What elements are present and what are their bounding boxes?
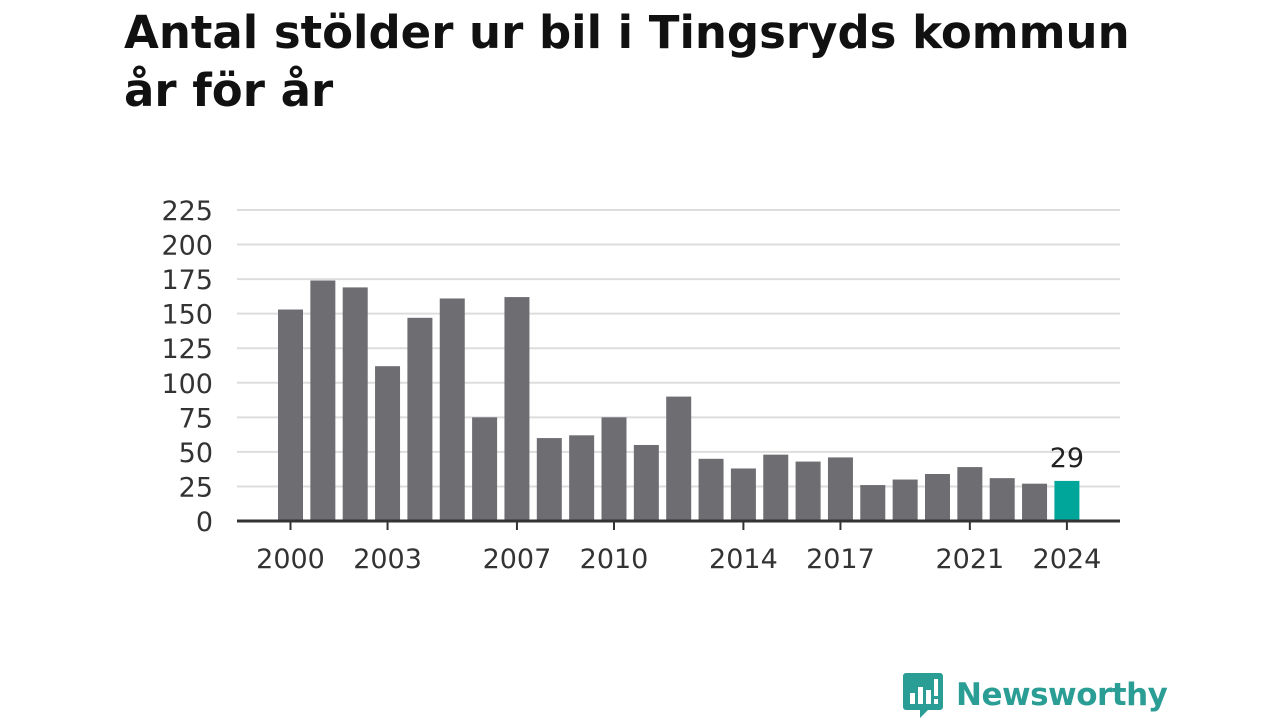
bar [860, 485, 886, 521]
bar [827, 457, 853, 521]
bar [569, 435, 595, 521]
bar [989, 478, 1015, 521]
bar [439, 298, 465, 521]
x-tick-label: 2014 [709, 544, 778, 575]
bar [278, 309, 303, 521]
bar [342, 287, 368, 521]
bar [925, 474, 950, 521]
data-label: 29 [1050, 443, 1084, 474]
bar [472, 417, 498, 521]
bar [698, 458, 724, 521]
bar [310, 280, 336, 521]
y-tick-label: 225 [161, 196, 213, 227]
bar [1022, 483, 1048, 521]
bar [375, 366, 401, 521]
chart-title-line-2: år för år [124, 64, 334, 117]
bar [536, 438, 562, 521]
brand-name: Newsworthy [956, 677, 1168, 713]
bar [1054, 480, 1080, 521]
x-tick-label: 2017 [806, 544, 875, 575]
y-tick-label: 200 [161, 231, 213, 262]
y-tick-label: 100 [161, 369, 213, 400]
x-tick-label: 2003 [353, 544, 422, 575]
y-tick-label: 50 [179, 438, 213, 469]
y-tick-label: 150 [161, 300, 213, 331]
y-tick-label: 0 [196, 507, 213, 538]
y-tick-label: 75 [179, 403, 213, 434]
y-tick-label: 125 [161, 334, 213, 365]
bar [504, 297, 530, 521]
x-tick-label: 2024 [1033, 544, 1102, 575]
bar [730, 468, 756, 521]
x-tick-label: 2010 [580, 544, 649, 575]
bar [407, 317, 433, 521]
bar [957, 467, 983, 521]
bar [763, 454, 789, 521]
bar [633, 444, 659, 521]
x-tick-label: 2021 [935, 544, 1004, 575]
chart-title-line-1: Antal stölder ur bil i Tingsryds kommun [124, 6, 1130, 59]
y-tick-label: 25 [179, 472, 213, 503]
y-tick-label: 175 [161, 265, 213, 296]
bar [795, 461, 821, 521]
chart-title: Antal stölder ur bil i Tingsryds kommun … [124, 4, 1224, 120]
newsworthy-logo-icon [903, 673, 943, 718]
x-tick-label: 2000 [256, 544, 325, 575]
bar [892, 479, 918, 521]
x-tick-label: 2007 [483, 544, 552, 575]
newsworthy-brand: Newsworthy [902, 670, 1168, 720]
bar [601, 417, 627, 521]
bar [666, 396, 692, 521]
